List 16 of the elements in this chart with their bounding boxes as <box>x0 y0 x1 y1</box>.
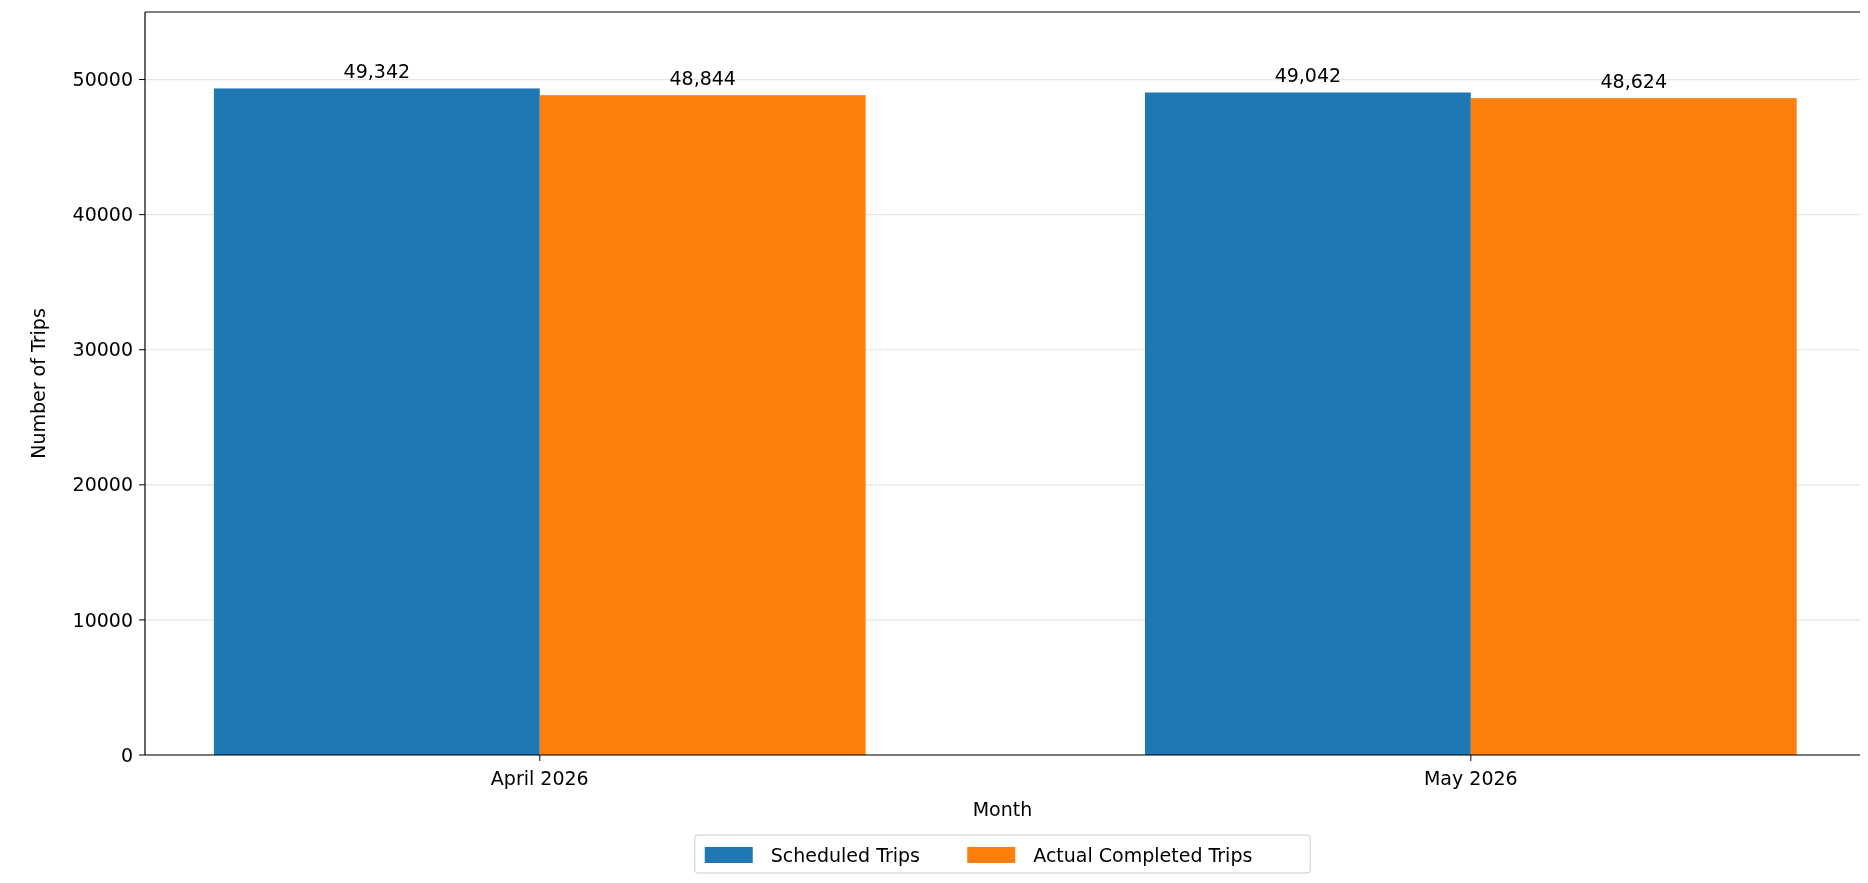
legend-label: Scheduled Trips <box>770 843 921 866</box>
data-label: 48,844 <box>669 67 736 90</box>
data-label: 49,342 <box>343 60 411 83</box>
y-tick-label: 30000 <box>72 338 133 361</box>
x-tick-label: April 2026 <box>490 767 589 789</box>
legend-label: Actual Completed Trips <box>1033 843 1253 866</box>
y-tick-label: 10000 <box>72 608 133 631</box>
x-axis-title: Month <box>972 798 1033 820</box>
y-tick-label: 0 <box>120 743 133 766</box>
y-tick-label: 20000 <box>72 473 133 496</box>
y-axis-title: Number of Trips <box>27 308 49 459</box>
y-tick-label: 50000 <box>72 68 133 91</box>
data-label: 48,624 <box>1600 70 1667 93</box>
x-tick-label: May 2026 <box>1423 767 1518 789</box>
data-label: 49,042 <box>1274 64 1342 87</box>
y-tick-label: 40000 <box>72 203 133 226</box>
